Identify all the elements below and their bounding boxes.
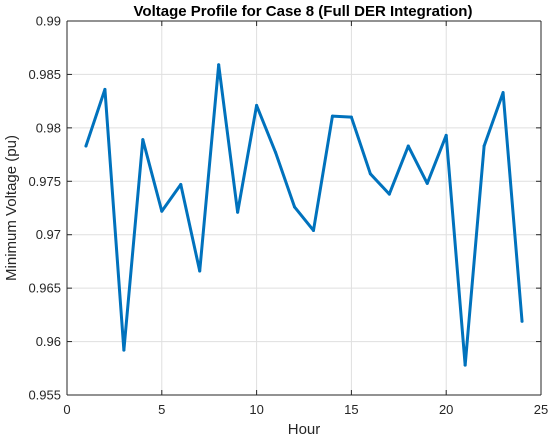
data-point	[425, 181, 429, 185]
data-point	[217, 63, 221, 67]
y-axis-label: Minimum Voltage (pu)	[3, 135, 20, 281]
data-point	[520, 319, 524, 323]
x-tick-label: 5	[158, 402, 165, 417]
y-tick-label: 0.98	[36, 120, 61, 135]
data-point	[84, 144, 88, 148]
data-point	[103, 87, 107, 91]
x-tick-label: 20	[439, 402, 453, 417]
data-point	[387, 192, 391, 196]
x-tick-label: 25	[534, 402, 548, 417]
data-point	[330, 114, 334, 118]
x-tick-label: 15	[344, 402, 358, 417]
data-point	[160, 209, 164, 213]
data-point	[501, 91, 505, 95]
x-axis-label: Hour	[288, 421, 321, 438]
tick-labels: 0 5 10 15 20 25 0.955 0.96 0.965 0.97 0.975 0.98 0.9…	[28, 14, 548, 418]
data-point	[255, 103, 259, 107]
series-line-1	[84, 63, 524, 367]
data-point	[311, 228, 315, 232]
series-layer	[84, 63, 524, 367]
data-point	[179, 182, 183, 186]
data-point	[463, 363, 467, 367]
y-tick-label: 0.955	[28, 388, 61, 403]
y-tick-label: 0.99	[36, 14, 61, 29]
y-tick-label: 0.975	[28, 174, 61, 189]
y-tick-label: 0.97	[36, 227, 61, 242]
data-point	[368, 172, 372, 176]
data-point	[122, 348, 126, 352]
axes	[66, 20, 542, 396]
data-point	[274, 150, 278, 154]
data-point	[444, 133, 448, 137]
data-point	[198, 269, 202, 273]
data-point	[482, 144, 486, 148]
y-tick-label: 0.965	[28, 281, 61, 296]
data-point	[349, 115, 353, 119]
data-point	[406, 144, 410, 148]
x-tick-label: 0	[63, 402, 70, 417]
chart-title: Voltage Profile for Case 8 (Full DER Int…	[134, 3, 473, 20]
x-tick-label: 10	[249, 402, 263, 417]
data-point	[236, 210, 240, 214]
y-tick-label: 0.96	[36, 334, 61, 349]
y-tick-label: 0.985	[28, 67, 61, 82]
data-point	[293, 205, 297, 209]
data-point	[141, 138, 145, 142]
